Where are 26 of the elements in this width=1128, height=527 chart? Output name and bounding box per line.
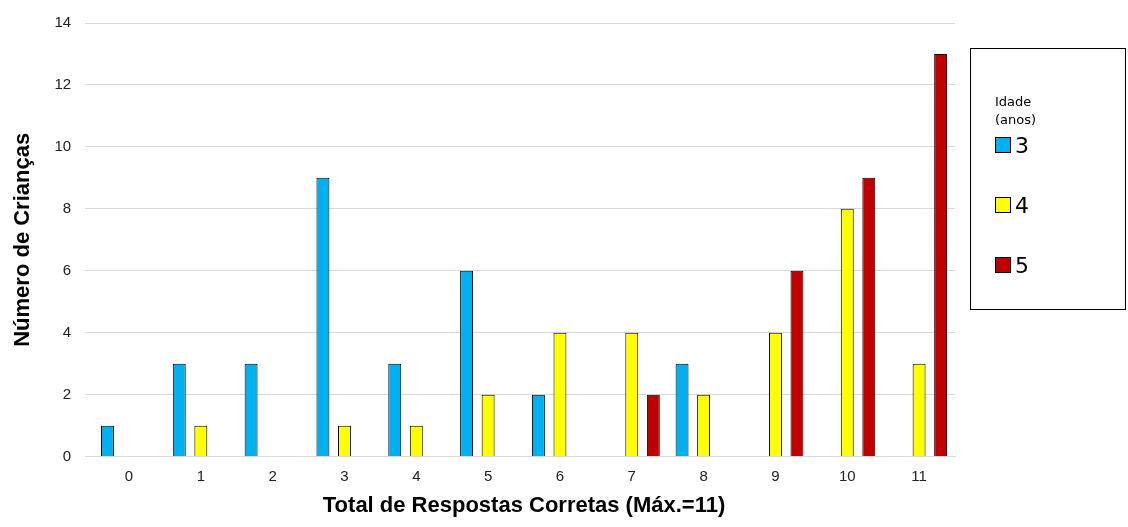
y-tick-label: 10 — [54, 137, 72, 155]
y-tick-label: 8 — [62, 198, 72, 216]
x-tick-label: 8 — [699, 466, 708, 484]
legend-title: Idade (anos) — [995, 93, 1038, 129]
x-tick-label: 6 — [555, 466, 565, 484]
legend-label: 3 — [1015, 132, 1029, 158]
x-tick-label: 4 — [412, 466, 421, 484]
x-tick-label: 10 — [838, 466, 856, 484]
y-tick-label: 6 — [62, 260, 72, 278]
x-tick-label: 1 — [196, 466, 205, 484]
x-tick-label: 7 — [627, 466, 636, 484]
y-tick-label: 12 — [54, 75, 72, 93]
legend-label: 4 — [1015, 192, 1029, 218]
y-axis-title: Número de Crianças — [9, 132, 35, 347]
x-tick-label: 9 — [771, 466, 780, 484]
y-tick-label: 2 — [62, 384, 72, 402]
x-tick-label: 11 — [911, 466, 927, 484]
legend-label: 5 — [1015, 252, 1029, 278]
x-tick-label: 3 — [340, 466, 349, 484]
x-tick-label: 5 — [483, 466, 493, 484]
x-tick-label: 2 — [268, 466, 277, 484]
y-tick-label: 4 — [62, 322, 72, 340]
x-axis-title: Total de Respostas Corretas (Máx.=11) — [322, 491, 726, 517]
y-tick-label: 14 — [54, 13, 72, 31]
x-tick-label: 0 — [124, 466, 134, 484]
y-tick-label: 0 — [62, 446, 72, 464]
